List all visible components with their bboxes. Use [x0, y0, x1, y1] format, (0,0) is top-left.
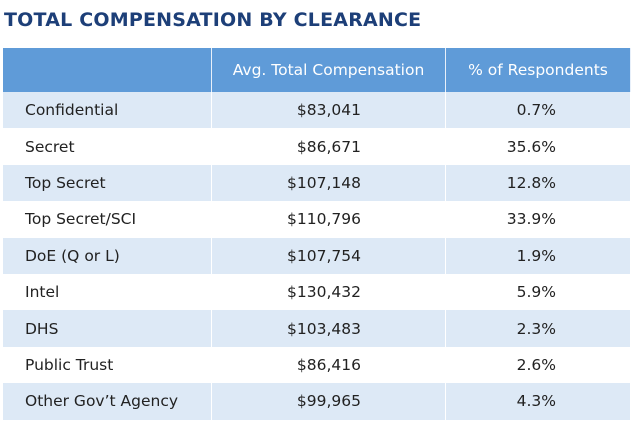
table-row: Secret $86,671 35.6%: [3, 128, 631, 165]
table-cell: $107,148: [212, 164, 446, 202]
row-label: Confidential: [3, 92, 212, 129]
header-cell: Avg. Total Compensation: [212, 48, 446, 92]
row-label: Public Trust: [3, 346, 212, 384]
table-row: Other Gov’t Agency $99,965 4.3%: [3, 383, 631, 420]
header-row: Avg. Total Compensation % of Respondents: [3, 48, 631, 92]
table-cell: 5.9%: [446, 273, 631, 311]
table-cell: 2.3%: [446, 310, 631, 347]
table-cell: 12.8%: [446, 164, 631, 202]
table-cell: 35.6%: [446, 128, 631, 165]
table-row: Top Secret $107,148 12.8%: [3, 164, 631, 202]
table-cell: 1.9%: [446, 237, 631, 274]
table-cell: 2.6%: [446, 346, 631, 384]
row-label: DHS: [3, 310, 212, 347]
table: Avg. Total Compensation % of Respondents…: [3, 48, 631, 420]
table-cell: $110,796: [212, 201, 446, 238]
row-label: Other Gov’t Agency: [3, 383, 212, 420]
table-cell: 33.9%: [446, 201, 631, 238]
title: TOTAL COMPENSATION BY CLEARANCE: [4, 9, 422, 31]
row-label: Secret: [3, 128, 212, 165]
header-cell: [3, 48, 212, 92]
table-row: Public Trust $86,416 2.6%: [3, 346, 631, 384]
row-label: Top Secret: [3, 164, 212, 202]
table-cell: 4.3%: [446, 383, 631, 420]
table-cell: $83,041: [212, 92, 446, 129]
table-row: Intel $130,432 5.9%: [3, 273, 631, 311]
table-cell: $103,483: [212, 310, 446, 347]
row-label: DoE (Q or L): [3, 237, 212, 274]
table-row: Top Secret/SCI $110,796 33.9%: [3, 201, 631, 238]
table-cell: 0.7%: [446, 92, 631, 129]
table-cell: $99,965: [212, 383, 446, 420]
table-row: DoE (Q or L) $107,754 1.9%: [3, 237, 631, 274]
table-cell: $86,671: [212, 128, 446, 165]
row-label: Top Secret/SCI: [3, 201, 212, 238]
table-row: DHS $103,483 2.3%: [3, 310, 631, 347]
table-cell: $86,416: [212, 346, 446, 384]
table-cell: $107,754: [212, 237, 446, 274]
header-cell: % of Respondents: [446, 48, 631, 92]
table-row: Confidential $83,041 0.7%: [3, 92, 631, 129]
table-cell: $130,432: [212, 273, 446, 311]
row-label: Intel: [3, 273, 212, 311]
